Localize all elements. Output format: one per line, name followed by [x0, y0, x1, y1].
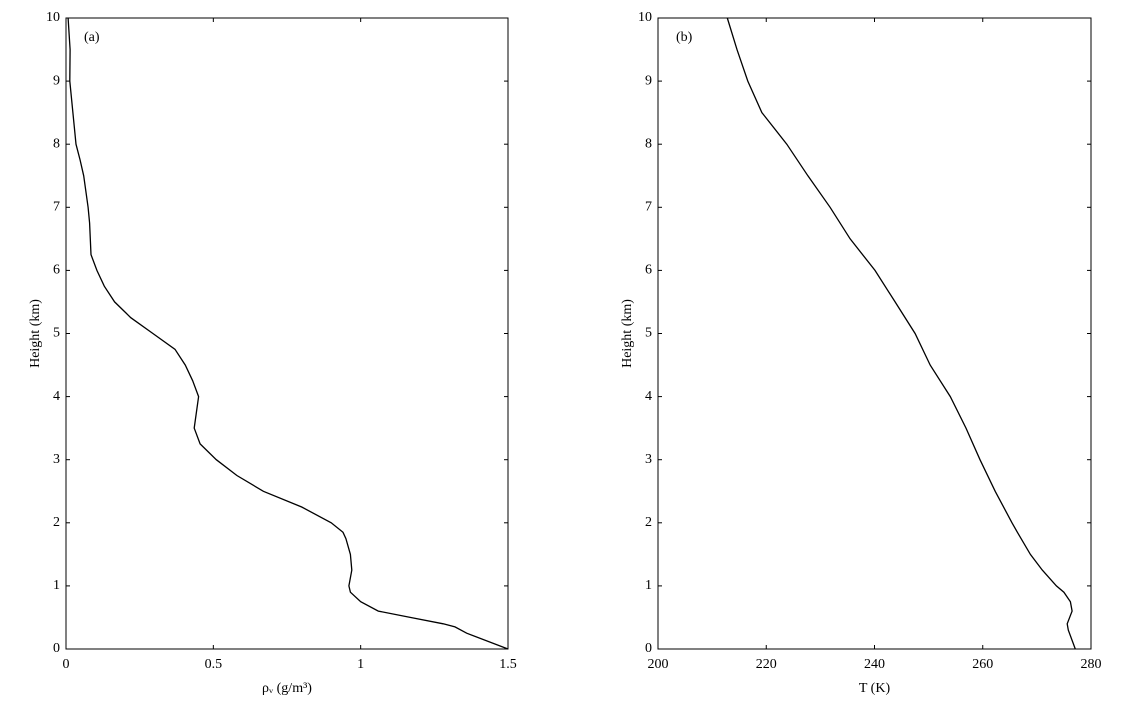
y-tick-label: 9	[53, 73, 60, 88]
y-tick-label: 10	[46, 10, 60, 25]
y-tick-label: 4	[645, 389, 652, 404]
x-axis-label: T (K)	[859, 681, 891, 696]
profile-line	[67, 17, 509, 650]
y-tick-label: 0	[53, 641, 60, 656]
panel-label: (b)	[676, 30, 693, 45]
y-tick-label: 7	[645, 200, 652, 215]
y-tick-label: 1	[53, 578, 60, 593]
y-tick-label: 8	[53, 136, 60, 151]
x-tick-label: 0	[63, 657, 70, 672]
x-tick-label: 240	[864, 657, 885, 672]
y-tick-label: 4	[53, 389, 60, 404]
x-tick-label: 200	[648, 657, 669, 672]
y-tick-label: 8	[645, 136, 652, 151]
plot-frame	[65, 17, 509, 650]
panel-label: (a)	[84, 30, 100, 45]
y-tick-label: 6	[53, 263, 60, 278]
y-axis-label: Height (km)	[28, 299, 43, 368]
plot-frame	[657, 17, 1092, 650]
x-tick-label: 260	[972, 657, 993, 672]
y-tick-label: 3	[53, 452, 60, 467]
x-tick-label: 280	[1081, 657, 1102, 672]
y-axis-label: Height (km)	[620, 299, 635, 368]
y-tick-label: 2	[53, 515, 60, 530]
y-tick-label: 7	[53, 200, 60, 215]
x-tick-label: 0.5	[205, 657, 223, 672]
y-tick-label: 10	[638, 10, 652, 25]
y-tick-label: 2	[645, 515, 652, 530]
y-tick-label: 5	[53, 326, 60, 341]
x-tick-label: 1.5	[499, 657, 517, 672]
y-tick-label: 9	[645, 73, 652, 88]
x-axis-label: ρᵥ (g/m³)	[262, 681, 312, 696]
y-tick-label: 1	[645, 578, 652, 593]
y-tick-label: 6	[645, 263, 652, 278]
x-tick-label: 220	[756, 657, 777, 672]
profile-line	[726, 17, 1076, 650]
y-tick-label: 5	[645, 326, 652, 341]
x-tick-label: 1	[357, 657, 364, 672]
y-tick-label: 0	[645, 641, 652, 656]
y-tick-label: 3	[645, 452, 652, 467]
